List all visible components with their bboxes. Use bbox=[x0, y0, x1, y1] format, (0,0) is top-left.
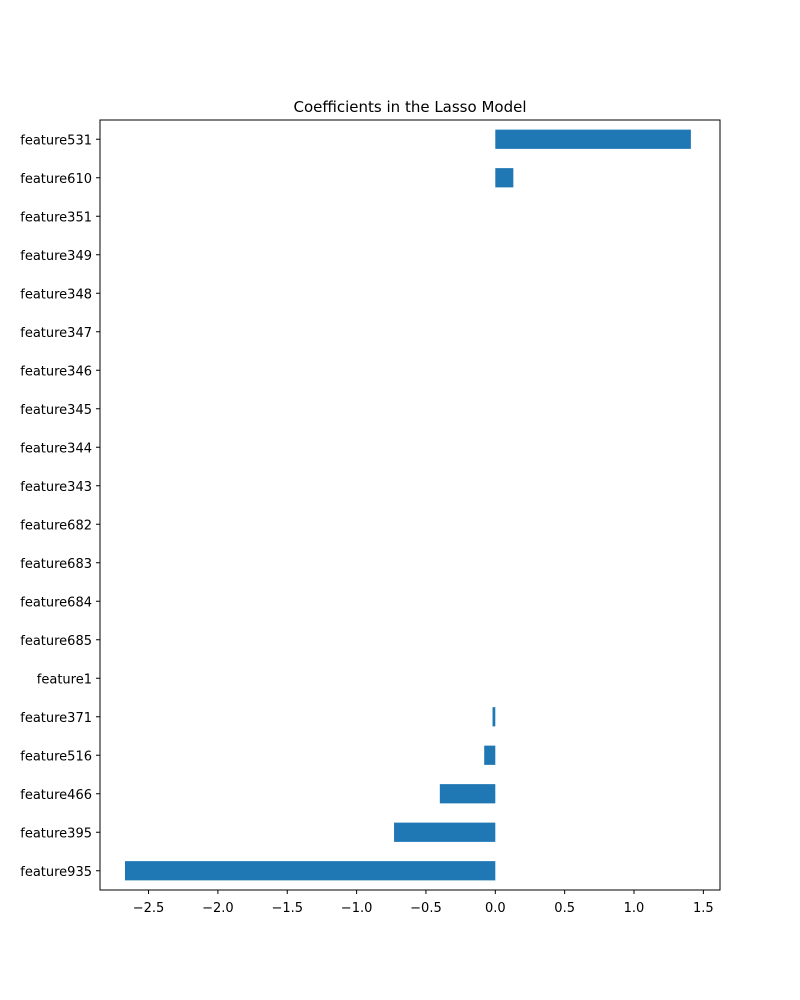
x-tick-label: 0.0 bbox=[485, 901, 506, 916]
plot-frame bbox=[99, 119, 721, 891]
x-tick-label: 0.5 bbox=[554, 901, 575, 916]
y-tick-label: feature347 bbox=[20, 326, 92, 341]
x-tick-label: 1.0 bbox=[624, 901, 645, 916]
bars-group bbox=[124, 129, 691, 881]
y-tick-label: feature531 bbox=[20, 133, 92, 148]
y-tick-label: feature685 bbox=[20, 634, 92, 649]
bar-feature371 bbox=[492, 707, 496, 727]
bar-feature395 bbox=[394, 822, 496, 842]
y-tick-label: feature371 bbox=[20, 711, 92, 726]
x-tick-label: −1.0 bbox=[341, 901, 373, 916]
x-axis-ticks: −2.5 −2.0 −1.5 −1.0 −0.5 0.0 0.5 1.0 1.5 bbox=[133, 890, 714, 916]
y-tick-label: feature349 bbox=[20, 249, 92, 264]
bar-feature531 bbox=[495, 129, 691, 149]
x-tick-label: −2.0 bbox=[202, 901, 234, 916]
y-tick-label: feature395 bbox=[20, 826, 92, 841]
y-axis-ticks: feature531 feature610 feature351 feature349… bbox=[20, 133, 100, 880]
y-tick-label: feature684 bbox=[20, 595, 92, 610]
y-tick-label: feature344 bbox=[20, 441, 92, 456]
y-tick-label: feature610 bbox=[20, 172, 92, 187]
chart-title: Coefficients in the Lasso Model bbox=[294, 98, 527, 116]
y-tick-label: feature343 bbox=[20, 480, 92, 495]
y-tick-label: feature346 bbox=[20, 364, 92, 379]
y-tick-label: feature1 bbox=[37, 672, 92, 687]
y-tick-label: feature935 bbox=[20, 865, 92, 880]
x-tick-label: −1.5 bbox=[271, 901, 303, 916]
x-tick-label: 1.5 bbox=[693, 901, 714, 916]
y-tick-label: feature351 bbox=[20, 210, 92, 225]
x-tick-label: −0.5 bbox=[410, 901, 442, 916]
y-tick-label: feature683 bbox=[20, 557, 92, 572]
bar-feature516 bbox=[484, 745, 496, 765]
bar-feature466 bbox=[439, 784, 496, 804]
y-tick-label: feature348 bbox=[20, 287, 92, 302]
y-tick-label: feature466 bbox=[20, 788, 92, 803]
y-tick-label: feature516 bbox=[20, 749, 92, 764]
y-tick-label: feature682 bbox=[20, 518, 92, 533]
y-tick-label: feature345 bbox=[20, 403, 92, 418]
x-tick-label: −2.5 bbox=[133, 901, 165, 916]
bar-feature610 bbox=[495, 168, 514, 188]
bar-feature935 bbox=[124, 861, 496, 881]
